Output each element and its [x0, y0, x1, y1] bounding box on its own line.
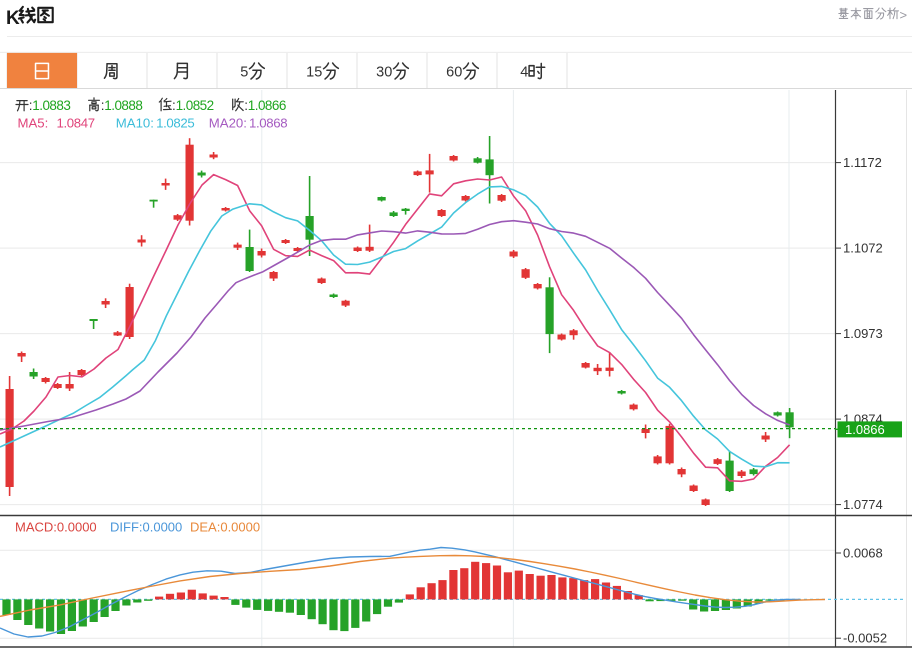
svg-text::: :: [101, 98, 105, 113]
svg-text::: :: [29, 98, 33, 113]
svg-text:MA20:: MA20:: [209, 116, 247, 131]
svg-text:1.0852: 1.0852: [176, 98, 214, 113]
svg-text:0.0068: 0.0068: [843, 546, 883, 561]
svg-text:MA10:: MA10:: [116, 116, 154, 131]
svg-text:1.0883: 1.0883: [32, 98, 70, 113]
svg-text:1.1072: 1.1072: [843, 241, 883, 256]
svg-text:1.0973: 1.0973: [843, 326, 883, 341]
svg-text:4: 4: [520, 65, 528, 81]
svg-text::: :: [172, 98, 176, 113]
svg-text:1.0774: 1.0774: [843, 497, 883, 512]
svg-text:30: 30: [376, 65, 392, 81]
svg-text:MACD:0.0000: MACD:0.0000: [15, 520, 97, 535]
svg-text:1.0847: 1.0847: [57, 116, 95, 131]
svg-text:1.0888: 1.0888: [104, 98, 142, 113]
svg-text:15: 15: [306, 65, 322, 81]
svg-text:1.0825: 1.0825: [156, 116, 194, 131]
svg-text:DIFF:0.0000: DIFF:0.0000: [110, 520, 182, 535]
svg-text:60: 60: [446, 65, 462, 81]
svg-text:1.0866: 1.0866: [248, 98, 286, 113]
svg-text:DEA:0.0000: DEA:0.0000: [190, 520, 260, 535]
svg-text:1.0866: 1.0866: [845, 422, 885, 437]
svg-text:1.1172: 1.1172: [843, 155, 882, 170]
svg-text:5: 5: [240, 65, 248, 81]
svg-text:-0.0052: -0.0052: [843, 631, 887, 646]
svg-text:1.0868: 1.0868: [249, 116, 287, 131]
svg-text:K: K: [6, 8, 20, 29]
svg-text:>: >: [900, 8, 908, 23]
svg-text:MA5:: MA5:: [18, 116, 49, 131]
svg-text::: :: [244, 98, 248, 113]
